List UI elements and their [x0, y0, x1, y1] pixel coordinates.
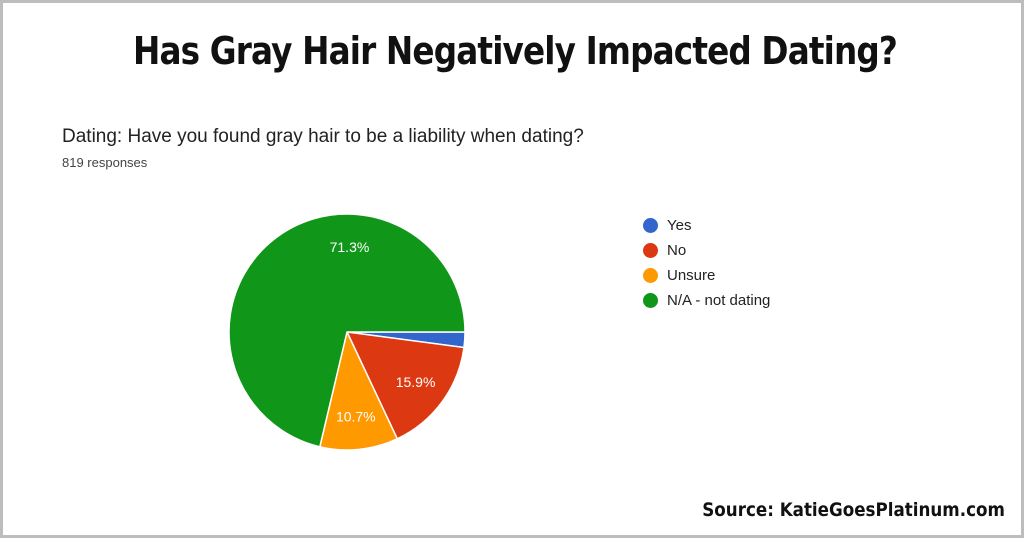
legend-label: No	[667, 242, 687, 259]
legend-swatch	[643, 293, 658, 308]
source-credit: Source: KatieGoesPlatinum.com	[702, 499, 1005, 521]
data-label-no: 15.9%	[396, 374, 436, 390]
pie-slice-unsure[interactable]	[318, 329, 399, 451]
legend-label: N/A - not dating	[667, 292, 771, 309]
data-label-n-a-not-dating: 71.3%	[330, 239, 370, 255]
headline: Has Gray Hair Negatively Impacted Dating…	[132, 29, 898, 73]
legend-swatch	[643, 268, 658, 283]
chart-title: Dating: Have you found gray hair to be a…	[62, 126, 584, 147]
pie-slice-no[interactable]	[345, 331, 465, 440]
legend-swatch	[643, 243, 658, 258]
legend-swatch	[643, 218, 658, 233]
legend-label: Unsure	[667, 267, 716, 284]
legend-label: Yes	[667, 217, 692, 234]
pie-chart: 15.9% 10.7% 71.3%	[228, 213, 466, 451]
legend-item[interactable]: N/A - not dating	[643, 288, 770, 313]
legend-item[interactable]: No	[643, 238, 770, 263]
legend-item[interactable]: Yes	[643, 213, 770, 238]
data-label-unsure: 10.7%	[336, 409, 376, 425]
legend: Yes No Unsure N/A - not dating	[643, 213, 770, 313]
response-count: 819 responses	[62, 155, 148, 170]
pie-slice-n-a-not-dating[interactable]	[228, 213, 466, 448]
legend-item[interactable]: Unsure	[643, 263, 770, 288]
